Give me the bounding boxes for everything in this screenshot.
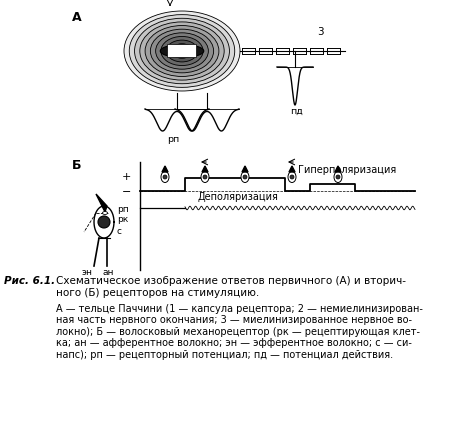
Text: локно); Б — волосковый механорецептор (рк — рецептирующая клет-: локно); Б — волосковый механорецептор (р… [56,327,419,337]
Text: рп: рп [166,135,179,144]
Ellipse shape [163,175,166,179]
Text: А: А [72,11,82,24]
Ellipse shape [155,33,208,69]
Ellipse shape [176,48,187,55]
Text: 2: 2 [178,46,185,56]
Text: −: − [121,187,131,197]
Ellipse shape [243,175,246,179]
Ellipse shape [139,22,224,80]
FancyBboxPatch shape [167,44,196,58]
Ellipse shape [161,36,202,66]
Ellipse shape [145,26,218,76]
Text: напс); рп — рецепторный потенциал; пд — потенциал действия.: напс); рп — рецепторный потенциал; пд — … [56,349,392,360]
Text: ного (Б) рецепторов на стимуляцию.: ного (Б) рецепторов на стимуляцию. [56,288,259,297]
Polygon shape [202,166,207,172]
Text: ан: ан [103,268,114,277]
Polygon shape [161,166,168,172]
Text: Рис. 6.1.: Рис. 6.1. [4,276,55,286]
Text: рк: рк [117,215,128,225]
Text: пд: пд [290,107,303,116]
Text: Схематическое изображение ответов первичного (А) и вторич-: Схематическое изображение ответов первич… [56,276,405,286]
Ellipse shape [290,175,293,179]
Ellipse shape [160,44,203,57]
Polygon shape [241,166,248,172]
Text: Деполяризация: Деполяризация [198,192,278,202]
Ellipse shape [150,29,213,73]
Text: ная часть нервного окончания; 3 — миелинизированное нервное во-: ная часть нервного окончания; 3 — миелин… [56,315,411,325]
Ellipse shape [333,171,341,182]
Ellipse shape [129,15,234,87]
Text: Б: Б [72,159,81,172]
Polygon shape [94,206,114,238]
Text: А — тельце Паччини (1 — капсула рецептора; 2 — немиелинизирован-: А — тельце Паччини (1 — капсула рецептор… [56,304,422,313]
Text: Гиперполяризация: Гиперполяризация [297,165,396,175]
Ellipse shape [335,175,339,179]
Ellipse shape [98,216,110,228]
Text: с: с [117,226,122,235]
Ellipse shape [166,40,198,62]
Ellipse shape [134,18,229,84]
Ellipse shape [171,44,192,58]
Text: рп: рп [117,206,129,214]
Ellipse shape [102,211,107,214]
Text: 1: 1 [166,0,173,1]
Ellipse shape [124,11,239,91]
Polygon shape [288,166,295,172]
Text: 3: 3 [316,27,322,37]
Polygon shape [334,166,340,172]
Text: +: + [121,172,131,182]
Text: ка; ан — афферентное волокно; эн — эфферентное волокно; с — си-: ка; ан — афферентное волокно; эн — эффер… [56,338,411,348]
Ellipse shape [287,171,295,182]
Polygon shape [96,194,107,212]
Ellipse shape [240,171,249,182]
Ellipse shape [201,171,208,182]
Text: эн: эн [82,268,93,277]
Ellipse shape [202,175,207,179]
Ellipse shape [161,171,169,182]
